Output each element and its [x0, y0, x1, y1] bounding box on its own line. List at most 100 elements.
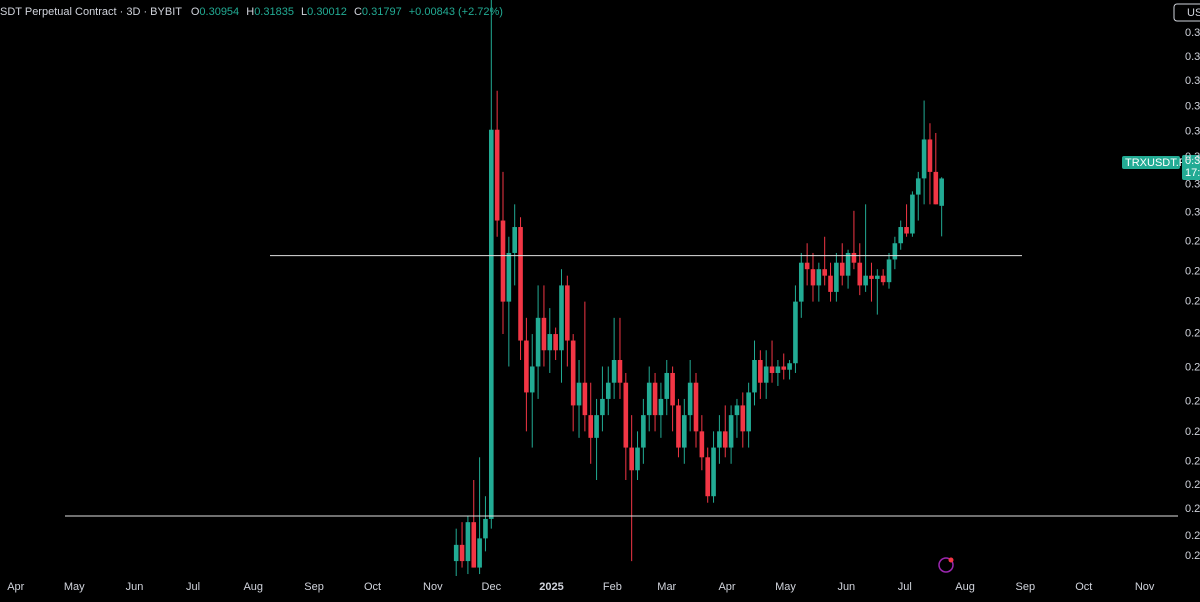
- candle-body: [693, 382, 699, 432]
- candle-body: [915, 178, 921, 195]
- change: +0.00843 (+2.72%): [409, 6, 503, 18]
- alert-dot: [948, 557, 954, 563]
- candle-body: [746, 392, 751, 432]
- candle-body: [676, 405, 681, 448]
- x-tick-label: May: [64, 581, 85, 593]
- candle-body: [682, 415, 687, 448]
- candle-body: [670, 372, 675, 406]
- candle-body: [845, 252, 851, 276]
- x-tick-label: Apr: [7, 581, 24, 593]
- candle-body: [535, 317, 541, 367]
- y-tick-label: 0.3: [1185, 206, 1200, 218]
- candle-body: [804, 262, 810, 270]
- candle-body: [728, 415, 734, 448]
- candle-body: [494, 129, 500, 221]
- candle-body: [939, 178, 944, 206]
- candle-body: [576, 382, 582, 406]
- candle-body: [863, 275, 868, 286]
- candle-body: [477, 538, 482, 568]
- countdown: 17:: [1185, 167, 1200, 179]
- y-tick-label: 0.2: [1185, 479, 1200, 491]
- y-tick-label: 0.2: [1185, 530, 1200, 542]
- y-tick-label: 0.3: [1185, 51, 1200, 63]
- candle-body: [904, 227, 909, 234]
- candle-body: [910, 194, 915, 234]
- candle-body: [834, 262, 839, 292]
- candle-body: [594, 415, 599, 438]
- candle-body: [880, 275, 886, 283]
- candle-body: [734, 405, 740, 416]
- plot-area: [453, 0, 944, 576]
- candle-body: [687, 382, 693, 416]
- price-tag: [1182, 155, 1200, 180]
- candle-body: [763, 366, 769, 383]
- candle-body: [822, 269, 827, 276]
- candle-body: [892, 243, 898, 260]
- x-tick-label: May: [775, 581, 796, 593]
- candle-body: [459, 544, 465, 562]
- candle-body: [605, 382, 611, 399]
- candle-body: [787, 363, 792, 370]
- candle-body: [611, 360, 617, 383]
- candle-body: [453, 544, 459, 562]
- x-tick-label: Aug: [243, 581, 263, 593]
- candle-body: [769, 366, 775, 373]
- y-tick-label: 0.2: [1185, 426, 1200, 438]
- candle-body: [623, 382, 629, 448]
- candle-body: [600, 398, 605, 416]
- x-tick-label: 2025: [539, 581, 563, 593]
- candle-body: [793, 301, 798, 364]
- candle-body: [553, 334, 558, 351]
- candle-body: [465, 522, 471, 562]
- x-tick-label: Nov: [423, 581, 443, 593]
- candle-body: [705, 457, 711, 497]
- candle-body: [775, 366, 781, 373]
- y-tick-label: 0.2: [1185, 328, 1200, 340]
- price-tag-value: 0.3: [1185, 155, 1200, 167]
- x-tick-label: Jul: [186, 581, 200, 593]
- ohlc-key: C: [354, 6, 362, 18]
- x-tick-label: Jun: [126, 581, 144, 593]
- candle-body: [588, 415, 594, 438]
- ohlc-key: O: [191, 6, 200, 18]
- title: SDT Perpetual Contract · 3D · BYBIT: [0, 6, 182, 18]
- ohlc-value: 0.30954: [199, 6, 239, 18]
- ohlc-key: H: [246, 6, 254, 18]
- alert-icon[interactable]: [938, 557, 954, 573]
- currency[interactable]: US: [1187, 7, 1200, 19]
- candle-body: [722, 431, 728, 448]
- y-tick-label: 0.3: [1185, 178, 1200, 190]
- x-tick-label: Jul: [898, 581, 912, 593]
- candle-body: [582, 382, 588, 416]
- y-tick-label: 0.2: [1185, 503, 1200, 515]
- candle-body: [927, 139, 933, 172]
- x-tick-label: Aug: [955, 581, 975, 593]
- candle-body: [500, 220, 506, 302]
- candle-body: [471, 522, 477, 568]
- symbol: TRXUSDT.P: [1125, 157, 1186, 169]
- y-tick-label: 0.3: [1185, 75, 1200, 87]
- y-tick-label: 0.2: [1185, 296, 1200, 308]
- candle-body: [798, 262, 804, 302]
- candle-body: [565, 285, 570, 341]
- candle-body: [810, 269, 816, 286]
- x-tick-label: Oct: [364, 581, 381, 593]
- candle-body: [699, 431, 705, 458]
- x-tick-label: Apr: [718, 581, 735, 593]
- candle-body: [658, 398, 664, 416]
- candle-body: [816, 269, 822, 286]
- ohlc-value: 0.30012: [307, 6, 347, 18]
- candle-body: [921, 139, 927, 179]
- candle-body: [875, 275, 880, 279]
- candle-body: [635, 447, 640, 471]
- candle-body: [483, 518, 488, 539]
- candle-body: [646, 382, 652, 416]
- ohlc-value: 0.31797: [362, 6, 402, 18]
- x-tick-label: Jun: [837, 581, 855, 593]
- candle-body: [717, 431, 722, 448]
- x-tick-label: Feb: [603, 581, 622, 593]
- currency-button[interactable]: [1173, 3, 1200, 22]
- x-tick-label: Nov: [1135, 581, 1155, 593]
- candle-body: [857, 262, 863, 286]
